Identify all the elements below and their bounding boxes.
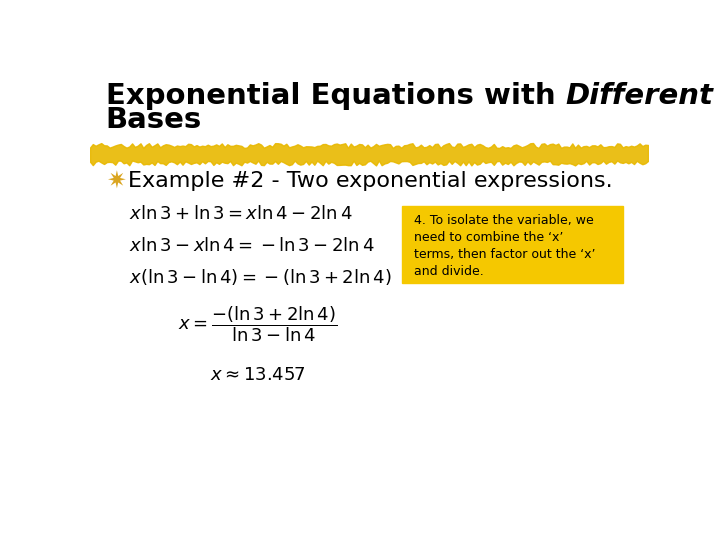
Text: Example #2 - Two exponential expressions.: Example #2 - Two exponential expressions… — [128, 171, 613, 191]
Text: $x\ln 3 - x\ln 4 = -\ln 3 - 2\ln 4$: $x\ln 3 - x\ln 4 = -\ln 3 - 2\ln 4$ — [129, 237, 375, 255]
Text: $x\ln 3 + \ln 3 = x\ln 4 - 2\ln 4$: $x\ln 3 + \ln 3 = x\ln 4 - 2\ln 4$ — [129, 206, 353, 224]
Text: $x \approx 13.457$: $x \approx 13.457$ — [210, 366, 305, 383]
Text: Different: Different — [565, 82, 714, 110]
Text: Exponential Equations with: Exponential Equations with — [106, 82, 565, 110]
Text: ✷: ✷ — [106, 169, 125, 193]
Text: Bases: Bases — [106, 106, 202, 134]
FancyBboxPatch shape — [402, 206, 623, 283]
Text: $x(\ln 3 - \ln 4) = -(\ln 3 + 2\ln 4)$: $x(\ln 3 - \ln 4) = -(\ln 3 + 2\ln 4)$ — [129, 267, 392, 287]
Text: $x = \dfrac{-(\ln 3 + 2\ln 4)}{\ln 3 - \ln 4}$: $x = \dfrac{-(\ln 3 + 2\ln 4)}{\ln 3 - \… — [178, 305, 337, 345]
Text: 4. To isolate the variable, we
need to combine the ‘x’
terms, then factor out th: 4. To isolate the variable, we need to c… — [413, 214, 595, 279]
